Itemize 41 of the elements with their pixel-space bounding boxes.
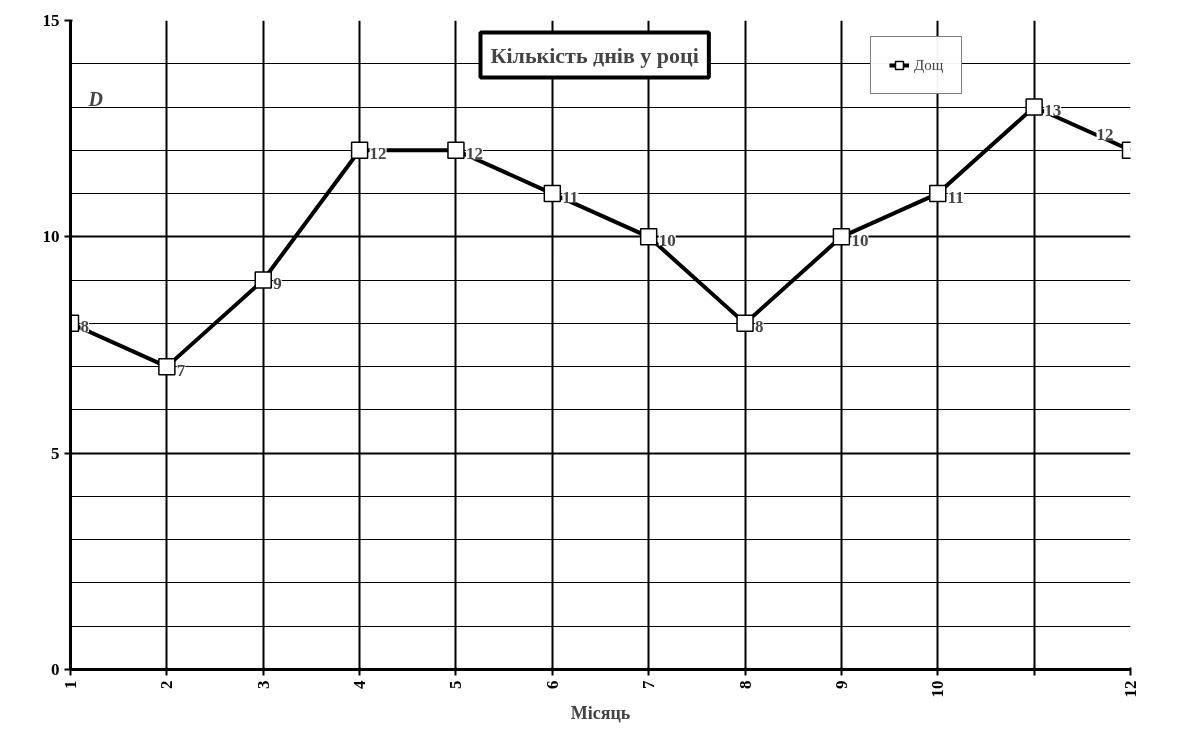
data-label: 12: [1096, 125, 1114, 145]
y-tick-label: 0: [51, 660, 60, 679]
x-axis-title: Місяць: [570, 702, 631, 723]
data-label: 11: [562, 187, 579, 207]
point: [736, 314, 754, 333]
point: [158, 357, 176, 376]
y-tick-label: 15: [42, 11, 60, 30]
legend-label: Дощ: [914, 56, 944, 74]
x-tick-label: 8: [735, 680, 755, 689]
x-tick-label: 4: [350, 680, 370, 689]
data-label: 8: [755, 317, 764, 337]
x-tick-label: 5: [446, 680, 466, 689]
data-label: 11: [947, 187, 964, 207]
data-label: 10: [658, 230, 676, 250]
x-tick-label: 10: [928, 680, 948, 698]
x-tick-label: 1: [61, 680, 80, 689]
point: [639, 228, 658, 246]
point: [543, 184, 562, 203]
y-axis-title: D: [87, 87, 103, 110]
x-tick-label: 7: [639, 680, 659, 689]
point: [350, 141, 369, 160]
y-tick-label: 5: [51, 443, 60, 463]
x-tick-label: 6: [542, 680, 562, 689]
text: Кількість днів у році: [490, 42, 699, 68]
data-label: 9: [273, 274, 282, 294]
x-tick-label: 2: [157, 680, 177, 689]
x-tick-label: 3: [253, 680, 273, 689]
data-label: 8: [80, 317, 89, 337]
data-label: 12: [369, 144, 387, 164]
point: [832, 228, 851, 246]
point: [447, 141, 465, 160]
point: [1025, 98, 1043, 116]
x-tick-label: 12: [1121, 680, 1140, 698]
y-tick-label: 10: [42, 227, 60, 247]
data-label: 12: [465, 144, 483, 164]
data-label: 13: [1044, 101, 1062, 121]
data-label: 7: [176, 360, 186, 380]
data-label: 10: [851, 230, 869, 250]
point: [254, 271, 272, 289]
point: [929, 184, 947, 203]
x-tick-label: 9: [831, 680, 851, 689]
